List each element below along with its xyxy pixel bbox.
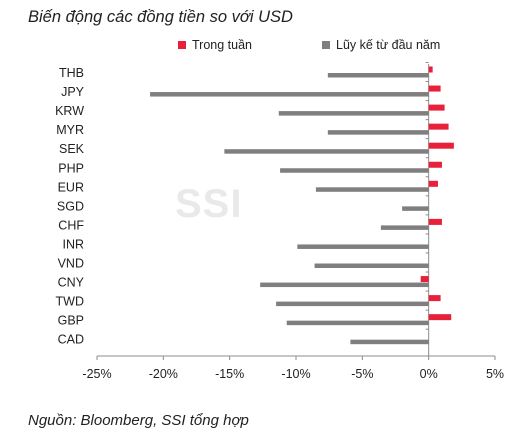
bar-weekly-myr (428, 123, 449, 130)
bar-weekly-php (428, 161, 442, 168)
legend-swatch-weekly (178, 41, 186, 49)
bar-ytd-inr (297, 244, 429, 249)
category-label-jpy: JPY (61, 85, 85, 99)
bar-ytd-gbp (286, 320, 429, 326)
legend-item-weekly: Trong tuần (178, 38, 252, 52)
chart-title: Biến động các đồng tiền so với USD (28, 8, 293, 26)
legend-label-ytd: Lũy kế từ đầu năm (336, 38, 441, 52)
bar-weekly-jpy (428, 85, 441, 92)
x-tick-label: -25% (82, 367, 111, 381)
x-tick-label: 0% (420, 367, 438, 381)
bar-ytd-sek (224, 149, 429, 154)
category-label-php: PHP (58, 161, 84, 175)
bar-weekly-sek (428, 142, 454, 149)
category-label-eur: EUR (58, 180, 84, 194)
legend-item-ytd: Lũy kế từ đầu năm (322, 38, 440, 52)
category-label-cny: CNY (58, 276, 85, 290)
category-label-krw: KRW (55, 104, 84, 118)
category-label-myr: MYR (56, 123, 84, 137)
bar-ytd-sgd (402, 206, 429, 211)
category-label-inr: INR (62, 237, 84, 251)
bar-ytd-jpy (150, 92, 429, 97)
bar-ytd-twd (276, 301, 429, 307)
bar-ytd-thb (327, 73, 429, 78)
bar-ytd-krw (278, 111, 429, 116)
bar-weekly-twd (428, 295, 441, 302)
source-note: Nguồn: Bloomberg, SSI tổng hợp (28, 412, 249, 429)
x-tick-label: -15% (215, 367, 244, 381)
category-label-cad: CAD (58, 333, 84, 347)
bar-weekly-cny (420, 276, 429, 283)
x-tick-label: -20% (149, 367, 178, 381)
bar-weekly-thb (428, 66, 433, 73)
x-tick-label: -10% (281, 367, 310, 381)
category-label-chf: CHF (58, 218, 84, 232)
bar-weekly-chf (428, 218, 442, 225)
bar-chart: -25% -20% -15% -10% -5% 0% 5% THB JPY KRW MYR SEK PH… (55, 61, 504, 381)
bar-weekly-gbp (428, 314, 452, 321)
bar-ytd-cny (260, 282, 429, 288)
bar-ytd-myr (327, 130, 429, 135)
category-label-thb: THB (59, 66, 84, 80)
category-label-twd: TWD (56, 295, 84, 309)
bar-ytd-vnd (314, 263, 429, 268)
bar-ytd-chf (380, 225, 429, 230)
category-label-sgd: SGD (57, 199, 84, 213)
category-label-vnd: VND (58, 257, 84, 271)
bar-weekly-eur (428, 180, 438, 187)
category-label-gbp: GBP (58, 314, 84, 328)
x-tick-label: -5% (351, 367, 373, 381)
x-tick-label: 5% (486, 367, 504, 381)
bar-ytd-eur (315, 187, 429, 192)
legend-swatch-ytd (322, 41, 330, 49)
legend-label-weekly: Trong tuần (192, 38, 252, 52)
watermark: SSI (175, 182, 243, 226)
bar-ytd-php (280, 168, 429, 173)
category-label-sek: SEK (59, 142, 85, 156)
bar-weekly-krw (428, 104, 445, 111)
bar-ytd-cad (350, 339, 429, 345)
